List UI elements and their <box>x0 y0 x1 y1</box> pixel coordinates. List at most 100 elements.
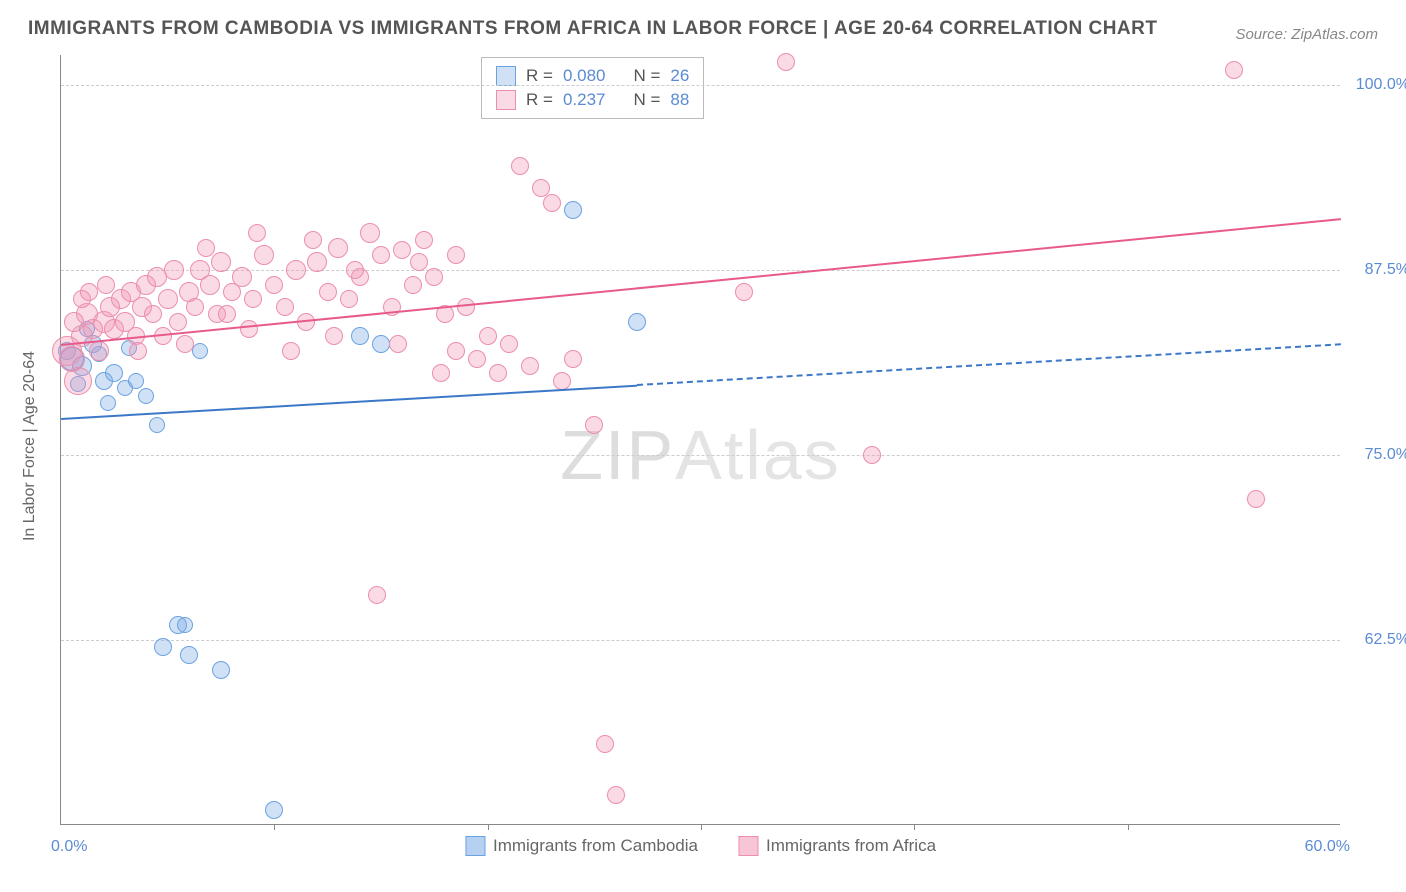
legend-n-label: N = <box>633 66 660 86</box>
scatter-point <box>432 364 450 382</box>
scatter-point <box>1247 490 1265 508</box>
scatter-point <box>346 261 364 279</box>
y-tick-label: 87.5% <box>1350 261 1406 279</box>
scatter-point <box>360 223 380 243</box>
scatter-point <box>447 342 465 360</box>
scatter-point <box>585 416 603 434</box>
scatter-point <box>212 661 230 679</box>
source-attribution: Source: ZipAtlas.com <box>1235 26 1378 43</box>
scatter-point <box>158 289 178 309</box>
scatter-point <box>186 298 204 316</box>
scatter-point <box>1225 61 1243 79</box>
x-tick-mark <box>1128 824 1129 830</box>
scatter-point <box>149 417 165 433</box>
scatter-point <box>200 275 220 295</box>
scatter-point <box>144 305 162 323</box>
scatter-point <box>425 268 443 286</box>
scatter-point <box>276 298 294 316</box>
scatter-point <box>372 335 390 353</box>
scatter-point <box>254 245 274 265</box>
scatter-point <box>154 638 172 656</box>
x-tick-mark <box>274 824 275 830</box>
scatter-point <box>319 283 337 301</box>
y-tick-label: 62.5% <box>1350 631 1406 649</box>
legend-n-value: 88 <box>670 90 689 110</box>
series-legend: Immigrants from Cambodia Immigrants from… <box>465 836 936 856</box>
correlation-legend: R = 0.080 N = 26 R = 0.237 N = 88 <box>481 57 704 119</box>
scatter-point <box>97 276 115 294</box>
scatter-point <box>735 283 753 301</box>
legend-r-label: R = <box>526 66 553 86</box>
gridline <box>61 640 1340 641</box>
y-axis-label: In Labor Force | Age 20-64 <box>21 351 39 541</box>
y-tick-label: 100.0% <box>1350 76 1406 94</box>
scatter-point <box>489 364 507 382</box>
scatter-point <box>521 357 539 375</box>
chart-title: IMMIGRANTS FROM CAMBODIA VS IMMIGRANTS F… <box>28 18 1157 40</box>
scatter-point <box>218 305 236 323</box>
gridline <box>61 455 1340 456</box>
scatter-point <box>404 276 422 294</box>
scatter-point <box>64 367 92 395</box>
legend-row: R = 0.237 N = 88 <box>496 88 689 112</box>
scatter-point <box>240 320 258 338</box>
scatter-point <box>511 157 529 175</box>
plot-area: ZIPAtlas R = 0.080 N = 26 R = 0.237 N = … <box>60 55 1340 825</box>
scatter-point <box>393 241 411 259</box>
scatter-point <box>777 53 795 71</box>
scatter-point <box>307 252 327 272</box>
gridline <box>61 270 1340 271</box>
legend-n-value: 26 <box>670 66 689 86</box>
scatter-point <box>80 283 98 301</box>
scatter-point <box>479 327 497 345</box>
scatter-point <box>197 239 215 257</box>
x-tick-mark <box>701 824 702 830</box>
scatter-point <box>177 617 193 633</box>
gridline <box>61 85 1340 86</box>
scatter-point <box>468 350 486 368</box>
scatter-point <box>447 246 465 264</box>
scatter-point <box>265 801 283 819</box>
scatter-point <box>176 335 194 353</box>
scatter-point <box>351 327 369 345</box>
scatter-point <box>543 194 561 212</box>
scatter-point <box>328 238 348 258</box>
legend-label: Immigrants from Cambodia <box>493 836 698 856</box>
scatter-point <box>500 335 518 353</box>
scatter-point <box>340 290 358 308</box>
scatter-point <box>192 343 208 359</box>
scatter-point <box>368 586 386 604</box>
legend-label: Immigrants from Africa <box>766 836 936 856</box>
scatter-point <box>553 372 571 390</box>
scatter-point <box>304 231 322 249</box>
scatter-point <box>100 395 116 411</box>
trend-line <box>637 344 1341 387</box>
scatter-point <box>863 446 881 464</box>
scatter-point <box>415 231 433 249</box>
scatter-point <box>607 786 625 804</box>
scatter-point <box>64 312 84 332</box>
scatter-point <box>232 267 252 287</box>
x-tick-mark <box>914 824 915 830</box>
legend-r-value: 0.080 <box>563 66 606 86</box>
swatch-africa <box>496 90 516 110</box>
scatter-point <box>564 350 582 368</box>
scatter-point <box>129 342 147 360</box>
scatter-point <box>105 364 123 382</box>
scatter-point <box>138 388 154 404</box>
scatter-point <box>164 260 184 280</box>
scatter-point <box>180 646 198 664</box>
scatter-point <box>128 373 144 389</box>
scatter-point <box>628 313 646 331</box>
scatter-point <box>389 335 407 353</box>
swatch-cambodia <box>465 836 485 856</box>
x-tick-mark <box>488 824 489 830</box>
scatter-point <box>286 260 306 280</box>
swatch-cambodia <box>496 66 516 86</box>
scatter-point <box>169 313 187 331</box>
swatch-africa <box>738 836 758 856</box>
scatter-point <box>596 735 614 753</box>
legend-item-africa: Immigrants from Africa <box>738 836 936 856</box>
scatter-point <box>410 253 428 271</box>
scatter-point <box>248 224 266 242</box>
